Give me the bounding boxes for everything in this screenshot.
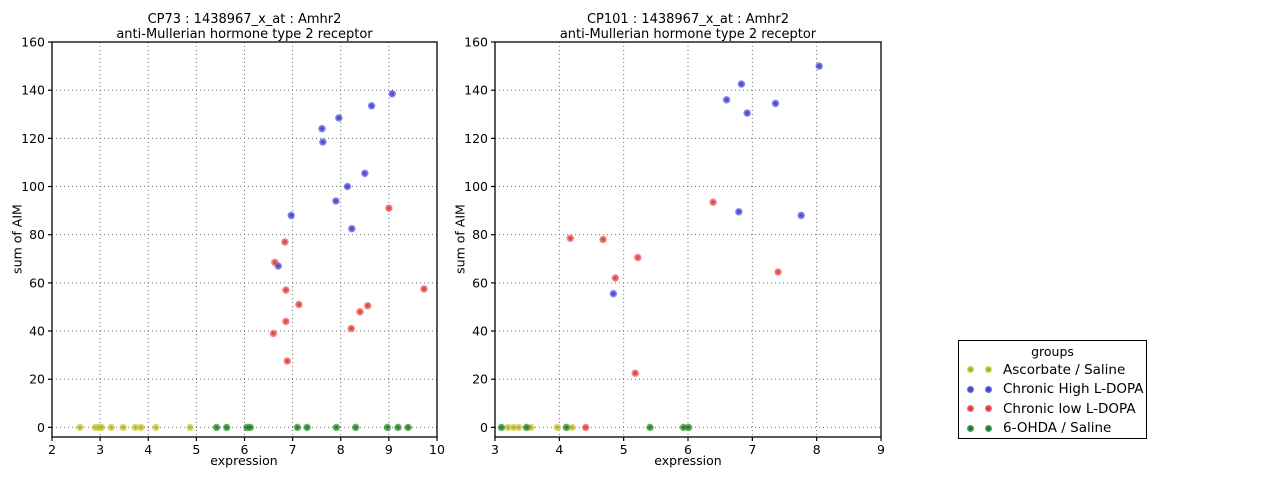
- ticks: [48, 41, 438, 441]
- svg-text:20: 20: [29, 372, 45, 387]
- svg-text:60: 60: [29, 275, 45, 290]
- svg-text:6: 6: [241, 442, 249, 457]
- svg-text:40: 40: [472, 324, 488, 339]
- axes-frame: [51, 41, 438, 438]
- legend-marker-icon: [985, 385, 992, 393]
- grid: [52, 42, 437, 437]
- svg-text:3: 3: [96, 442, 104, 457]
- legend: groups Ascorbate / Saline Chronic High L…: [958, 340, 1147, 439]
- svg-text:120: 120: [464, 131, 488, 146]
- svg-text:4: 4: [555, 442, 563, 457]
- y-axis-label-cp101: sum of AIM: [452, 204, 468, 274]
- legend-item-label: Ascorbate / Saline: [1003, 361, 1126, 378]
- plot-cp73-title-line2: anti-Mullerian hormone type 2 receptor: [116, 26, 373, 42]
- legend-marker-icon: [985, 366, 992, 374]
- svg-text:7: 7: [289, 442, 297, 457]
- svg-text:5: 5: [620, 442, 628, 457]
- svg-text:8: 8: [813, 442, 821, 457]
- svg-text:4: 4: [144, 442, 152, 457]
- svg-text:6: 6: [684, 442, 692, 457]
- y-axis-label-cp73: sum of AIM: [9, 204, 25, 274]
- svg-text:80: 80: [29, 227, 45, 242]
- series-6-ohda-saline: [212, 423, 412, 432]
- legend-item-ascorbate-saline: Ascorbate / Saline: [959, 360, 1146, 380]
- plot-cp101-title-line1: CP101 : 1438967_x_at : Amhr2: [586, 12, 790, 27]
- legend-item-label: 6-OHDA / Saline: [1003, 420, 1112, 437]
- series-ascorbate-saline: [76, 423, 194, 432]
- svg-text:5: 5: [192, 442, 200, 457]
- plot-cp73-title: CP73 : 1438967_x_at : Amhr2 anti-Mulleri…: [52, 12, 437, 42]
- svg-text:0: 0: [480, 420, 488, 435]
- svg-text:2: 2: [48, 442, 56, 457]
- svg-text:60: 60: [472, 275, 488, 290]
- svg-text:160: 160: [464, 35, 488, 50]
- ticks: [491, 41, 882, 441]
- svg-text:9: 9: [385, 442, 393, 457]
- svg-text:0: 0: [37, 420, 45, 435]
- legend-item-label: Chronic High L-DOPA: [1003, 381, 1144, 398]
- legend-title: groups: [1031, 344, 1074, 359]
- svg-text:8: 8: [337, 442, 345, 457]
- series-6-ohda-saline: [497, 423, 693, 432]
- legend-item-label: Chronic low L-DOPA: [1003, 400, 1136, 417]
- series-chronic-low-l-dopa: [269, 204, 428, 365]
- svg-text:100: 100: [21, 179, 45, 194]
- svg-text:10: 10: [429, 442, 445, 457]
- legend-marker-icon: [985, 405, 992, 413]
- svg-text:40: 40: [29, 324, 45, 339]
- plot-cp73-title-line1: CP73 : 1438967_x_at : Amhr2: [147, 12, 342, 27]
- grid: [495, 42, 881, 437]
- legend-item-chronic-low-ldopa: Chronic low L-DOPA: [959, 399, 1146, 419]
- svg-text:140: 140: [21, 83, 45, 98]
- legend-item-6ohda-saline: 6-OHDA / Saline: [959, 419, 1146, 439]
- svg-text:100: 100: [464, 179, 488, 194]
- axes-frame: [494, 41, 882, 438]
- legend-marker-icon: [985, 424, 992, 432]
- legend-marker-icon: [967, 405, 974, 413]
- svg-text:9: 9: [877, 442, 885, 457]
- legend-marker-icon: [967, 424, 974, 432]
- legend-marker-icon: [967, 366, 974, 374]
- svg-text:160: 160: [21, 35, 45, 50]
- series-chronic-low-l-dopa: [566, 198, 782, 432]
- svg-text:120: 120: [21, 131, 45, 146]
- legend-item-chronic-high-ldopa: Chronic High L-DOPA: [959, 380, 1146, 400]
- plot-cp101-title-line2: anti-Mullerian hormone type 2 receptor: [559, 26, 817, 42]
- tick-labels: 3 4 5 6 7 8 9 0 20 40 60 80 100 120 140 160: [464, 35, 885, 458]
- plot-cp101-title: CP101 : 1438967_x_at : Amhr2 anti-Muller…: [495, 12, 881, 42]
- x-axis-label-cp73: expression: [210, 453, 278, 468]
- svg-text:140: 140: [464, 83, 488, 98]
- svg-text:20: 20: [472, 372, 488, 387]
- legend-marker-icon: [967, 385, 974, 393]
- x-axis-label-cp101: expression: [654, 453, 722, 468]
- svg-text:7: 7: [748, 442, 756, 457]
- series-chronic-high-l-dopa: [609, 62, 823, 298]
- svg-text:80: 80: [472, 227, 488, 242]
- svg-text:3: 3: [491, 442, 499, 457]
- series-chronic-high-l-dopa: [274, 90, 397, 270]
